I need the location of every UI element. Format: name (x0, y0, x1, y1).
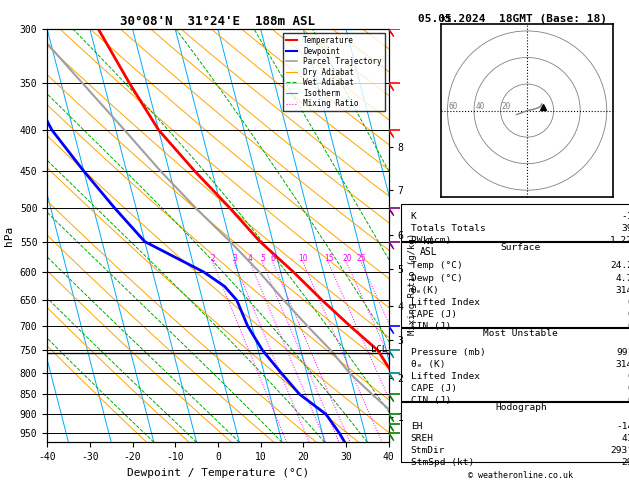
Text: 25: 25 (357, 254, 366, 263)
Text: LCL: LCL (371, 346, 387, 354)
Text: -14: -14 (616, 421, 629, 431)
Text: Surface: Surface (501, 243, 541, 252)
Text: Temp (°C): Temp (°C) (411, 261, 462, 270)
Text: 24.2: 24.2 (610, 261, 629, 270)
Text: 2: 2 (211, 254, 216, 263)
Y-axis label: km
ASL: km ASL (420, 236, 437, 257)
Text: Dewp (°C): Dewp (°C) (411, 274, 462, 282)
Bar (401, 328, 629, 400)
Bar (401, 242, 629, 327)
Text: 4: 4 (248, 254, 253, 263)
X-axis label: Dewpoint / Temperature (°C): Dewpoint / Temperature (°C) (127, 468, 309, 478)
Text: CAPE (J): CAPE (J) (411, 384, 457, 393)
Text: © weatheronline.co.uk: © weatheronline.co.uk (469, 471, 573, 481)
Text: StmDir: StmDir (411, 446, 445, 455)
Text: Most Unstable: Most Unstable (484, 330, 558, 338)
Text: 6: 6 (627, 298, 629, 307)
Text: 10: 10 (299, 254, 308, 263)
Text: 0: 0 (627, 396, 629, 405)
Text: θₑ(K): θₑ(K) (411, 286, 440, 295)
Text: 20: 20 (502, 102, 511, 111)
Text: 39: 39 (621, 224, 629, 233)
Text: 40: 40 (476, 102, 484, 111)
Text: Lifted Index: Lifted Index (411, 298, 480, 307)
Text: 5: 5 (260, 254, 265, 263)
Text: StmSpd (kt): StmSpd (kt) (411, 458, 474, 467)
Text: SREH: SREH (411, 434, 434, 443)
Text: -1: -1 (621, 212, 629, 221)
Text: 05.05.2024  18GMT (Base: 18): 05.05.2024 18GMT (Base: 18) (418, 14, 606, 24)
Text: 0: 0 (627, 310, 629, 319)
Legend: Temperature, Dewpoint, Parcel Trajectory, Dry Adiabat, Wet Adiabat, Isotherm, Mi: Temperature, Dewpoint, Parcel Trajectory… (282, 33, 385, 111)
Text: Pressure (mb): Pressure (mb) (411, 347, 486, 357)
Text: 41: 41 (621, 434, 629, 443)
Text: 4.7: 4.7 (616, 274, 629, 282)
Text: 29: 29 (621, 458, 629, 467)
Text: PW (cm): PW (cm) (411, 236, 451, 245)
Text: 293°: 293° (610, 446, 629, 455)
Text: 20: 20 (342, 254, 352, 263)
Text: Hodograph: Hodograph (495, 403, 547, 412)
Text: 314: 314 (616, 286, 629, 295)
Title: 30°08'N  31°24'E  188m ASL: 30°08'N 31°24'E 188m ASL (120, 15, 316, 28)
Bar (401, 204, 629, 241)
Text: θₑ (K): θₑ (K) (411, 360, 445, 369)
Text: 991: 991 (616, 347, 629, 357)
Text: kt: kt (441, 14, 453, 23)
Text: 60: 60 (449, 102, 458, 111)
Text: Lifted Index: Lifted Index (411, 372, 480, 381)
Text: 1.22: 1.22 (610, 236, 629, 245)
Text: 3: 3 (232, 254, 237, 263)
Text: K: K (411, 212, 416, 221)
Text: 314: 314 (616, 360, 629, 369)
Text: 6: 6 (270, 254, 276, 263)
Text: 6: 6 (627, 372, 629, 381)
Text: Totals Totals: Totals Totals (411, 224, 486, 233)
Text: CAPE (J): CAPE (J) (411, 310, 457, 319)
Text: 15: 15 (324, 254, 333, 263)
Text: CIN (J): CIN (J) (411, 396, 451, 405)
Text: Mixing Ratio (g/kg): Mixing Ratio (g/kg) (408, 233, 417, 335)
Y-axis label: hPa: hPa (4, 226, 14, 246)
Text: EH: EH (411, 421, 422, 431)
Bar (401, 402, 629, 463)
Text: CIN (J): CIN (J) (411, 322, 451, 331)
Text: 0: 0 (627, 322, 629, 331)
Text: 0: 0 (627, 384, 629, 393)
